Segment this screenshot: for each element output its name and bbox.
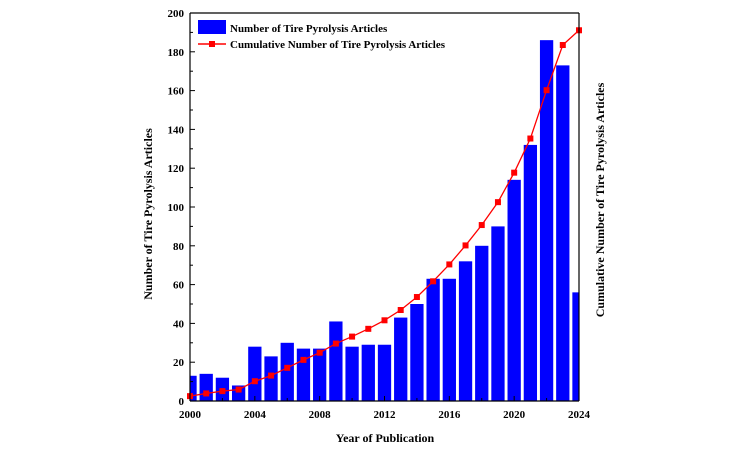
- cumulative-point-2009: [332, 340, 339, 347]
- cumulative-point-2022: [543, 87, 550, 94]
- bar-2017: [458, 261, 473, 401]
- bar-2005: [264, 356, 278, 401]
- bar-2000: [190, 375, 197, 401]
- x-tick-label: 2016: [438, 409, 461, 421]
- bar-2010: [345, 346, 359, 401]
- bar-2022: [539, 40, 554, 401]
- cumulative-point-2016: [446, 261, 453, 268]
- y-tick-label: 80: [173, 241, 185, 253]
- cumulative-point-2012: [381, 317, 388, 324]
- cumulative-series: [187, 27, 582, 400]
- x-tick-label: 2024: [568, 409, 591, 421]
- bar-2011: [361, 344, 375, 401]
- legend-bar-swatch: [198, 20, 226, 34]
- cumulative-point-2013: [397, 307, 404, 314]
- bar-2004: [248, 346, 262, 401]
- cumulative-point-2020: [511, 169, 518, 176]
- x-tick-label: 2008: [309, 409, 332, 421]
- bar-2021: [523, 144, 538, 402]
- legend-bar-label: Number of Tire Pyrolysis Articles: [230, 23, 388, 35]
- legend: Number of Tire Pyrolysis Articles Cumula…: [198, 20, 446, 51]
- cumulative-point-2010: [349, 333, 356, 340]
- cumulative-point-2004: [251, 378, 258, 385]
- bar-2013: [394, 317, 408, 401]
- x-axis-title: Year of Publication: [336, 431, 435, 445]
- cumulative-point-2007: [300, 356, 307, 363]
- y-tick-label: 0: [179, 396, 185, 408]
- cumulative-point-2008: [316, 349, 323, 356]
- bar-2016: [442, 278, 456, 401]
- y-tick-label: 160: [168, 86, 185, 98]
- cumulative-point-2023: [559, 42, 566, 49]
- y-axis-right-title: Cumulative Number of Tire Pyrolysis Arti…: [593, 82, 607, 317]
- cumulative-point-2001: [203, 390, 210, 397]
- bar-2007: [296, 348, 311, 401]
- bar-2023: [556, 65, 570, 401]
- x-tick-label: 2012: [374, 409, 397, 421]
- cumulative-point-2017: [462, 242, 469, 249]
- y-tick-label: 60: [173, 280, 185, 292]
- cumulative-point-2003: [235, 386, 242, 393]
- bar-2012: [377, 344, 392, 401]
- cumulative-point-2021: [527, 135, 534, 142]
- y-tick-label: 200: [168, 8, 185, 20]
- y-tick-label: 140: [168, 124, 185, 136]
- cumulative-point-2014: [413, 294, 420, 301]
- bar-2006: [280, 342, 294, 401]
- bar-2001: [199, 373, 213, 401]
- legend-line-marker: [209, 41, 215, 47]
- cumulative-point-2006: [284, 364, 291, 371]
- cumulative-point-2018: [478, 222, 485, 229]
- bar-2009: [329, 321, 343, 401]
- cumulative-point-2019: [494, 199, 501, 206]
- y-tick-label: 100: [168, 202, 185, 214]
- cumulative-point-2015: [430, 278, 437, 285]
- bar-2020: [507, 179, 521, 401]
- x-tick-label: 2004: [244, 409, 267, 421]
- bar-2014: [410, 304, 424, 401]
- bar-series: [190, 40, 579, 402]
- x-tick-label: 2020: [503, 409, 526, 421]
- axes: [189, 12, 580, 402]
- bar-2015: [426, 278, 440, 401]
- bar-2018: [475, 245, 489, 401]
- legend-line-label: Cumulative Number of Tire Pyrolysis Arti…: [230, 39, 446, 51]
- y-tick-label: 180: [168, 47, 185, 59]
- cumulative-point-2011: [365, 325, 372, 332]
- bar-2024: [572, 292, 579, 401]
- bar-2019: [491, 226, 505, 401]
- cumulative-point-2005: [268, 372, 275, 379]
- tick-labels: 0 20 40 60 80 100 120 140 160 180 200 2000 2004 2008 2…: [168, 8, 591, 421]
- x-tick-label: 2000: [179, 409, 202, 421]
- cumulative-point-2002: [219, 388, 226, 395]
- y-axis-title: Number of Tire Pyrolysis Articles: [141, 128, 155, 300]
- y-tick-label: 20: [173, 357, 185, 369]
- bar-2008: [313, 348, 327, 401]
- y-tick-label: 40: [173, 318, 185, 330]
- y-tick-label: 120: [168, 163, 185, 175]
